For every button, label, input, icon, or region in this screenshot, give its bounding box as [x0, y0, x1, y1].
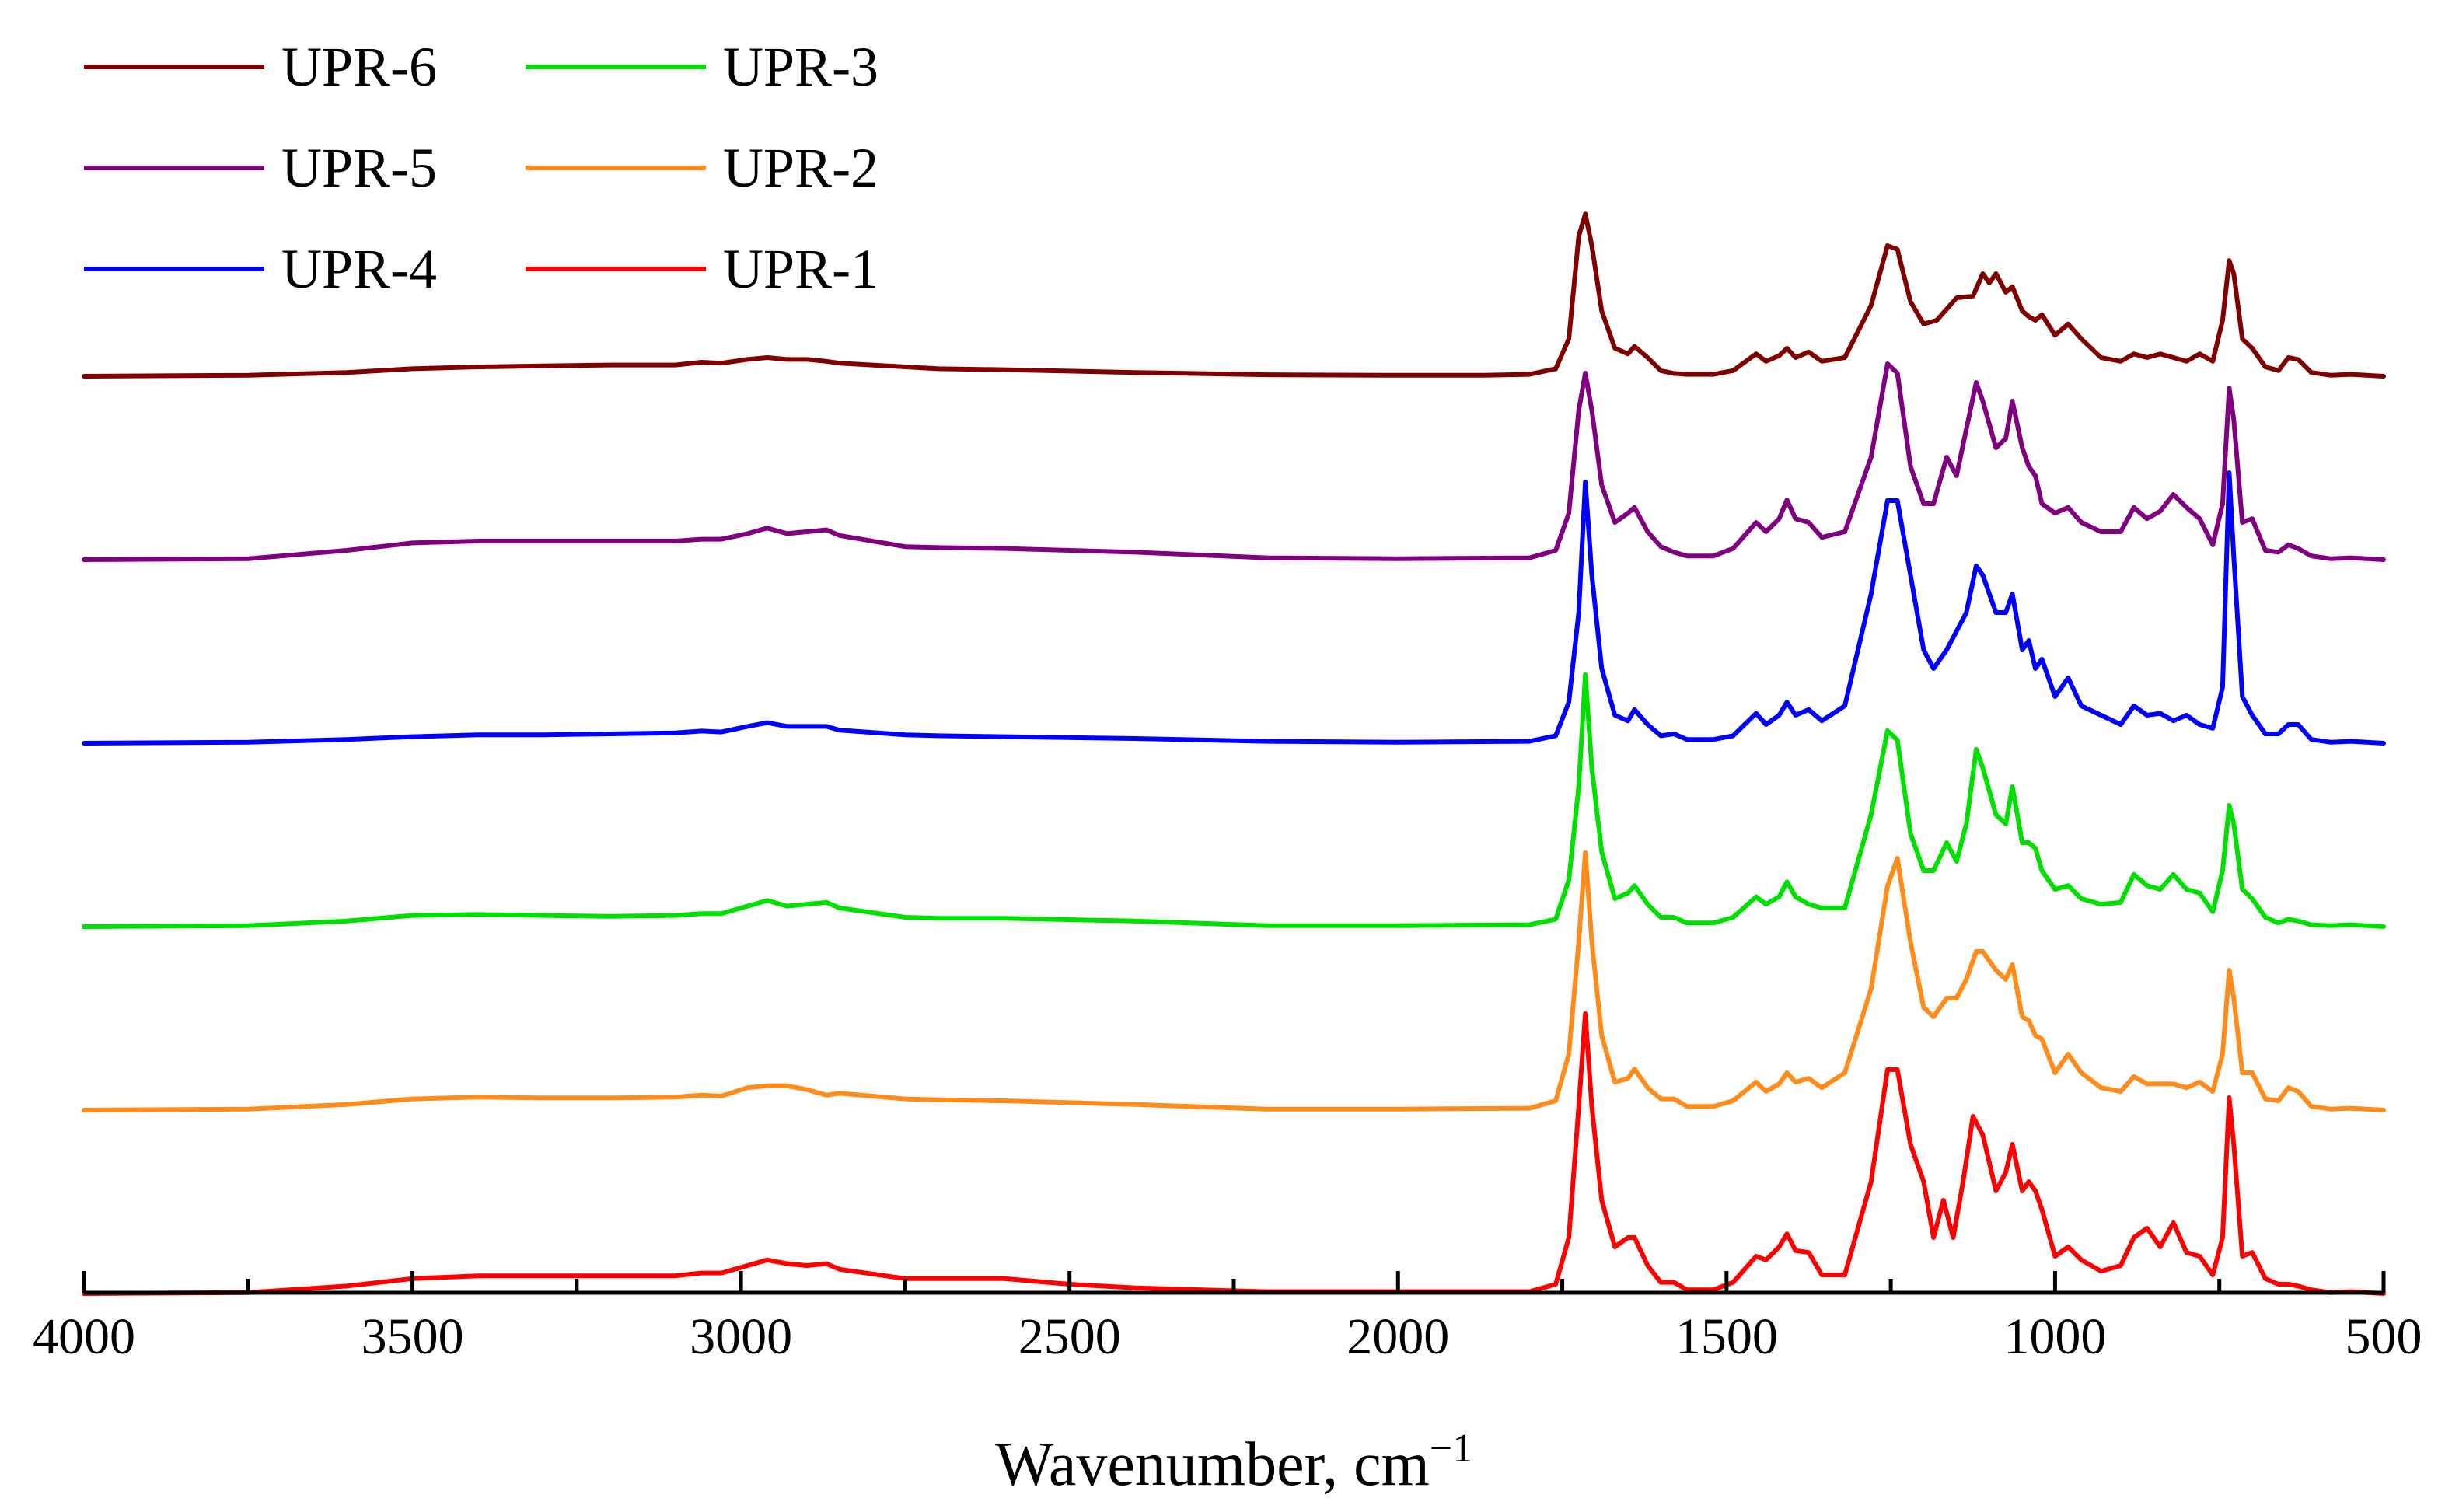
x-axis-title-superscript: −1: [1430, 1426, 1472, 1471]
legend-label-upr-3: UPR-3: [723, 36, 878, 98]
x-tick-label: 3000: [690, 1308, 792, 1365]
series-line-upr-6: [82, 211, 2386, 379]
legend-label-upr-6: UPR-6: [281, 36, 437, 98]
x-tick-label: 2000: [1347, 1308, 1449, 1365]
x-tick-label: 2500: [1018, 1308, 1121, 1365]
x-tick-label: 1500: [1675, 1308, 1778, 1365]
x-axis-title: Wavenumber, cm−1: [995, 1426, 1472, 1499]
series-line-upr-3: [82, 672, 2386, 929]
legend-label-upr-2: UPR-2: [723, 137, 878, 199]
x-tick-label: 1000: [2003, 1308, 2106, 1365]
series-line-upr-1: [82, 1011, 2386, 1296]
x-tick-label: 4000: [33, 1308, 135, 1365]
x-axis-ticks: 4000 3500 3000 2500 2000 1500 1000 500: [33, 1271, 2422, 1365]
series-layer: [82, 211, 2386, 1296]
series-line-upr-4: [82, 470, 2386, 746]
x-tick-label: 3500: [362, 1308, 464, 1365]
legend: UPR-6 UPR-3 UPR-5 UPR-2 UPR-4 UPR-1: [84, 36, 878, 300]
legend-label-upr-1: UPR-1: [723, 238, 878, 300]
legend-label-upr-4: UPR-4: [281, 238, 437, 300]
series-line-upr-5: [82, 361, 2386, 562]
x-tick-label: 500: [2345, 1308, 2422, 1365]
series-line-upr-2: [82, 850, 2386, 1112]
legend-label-upr-5: UPR-5: [281, 137, 437, 199]
